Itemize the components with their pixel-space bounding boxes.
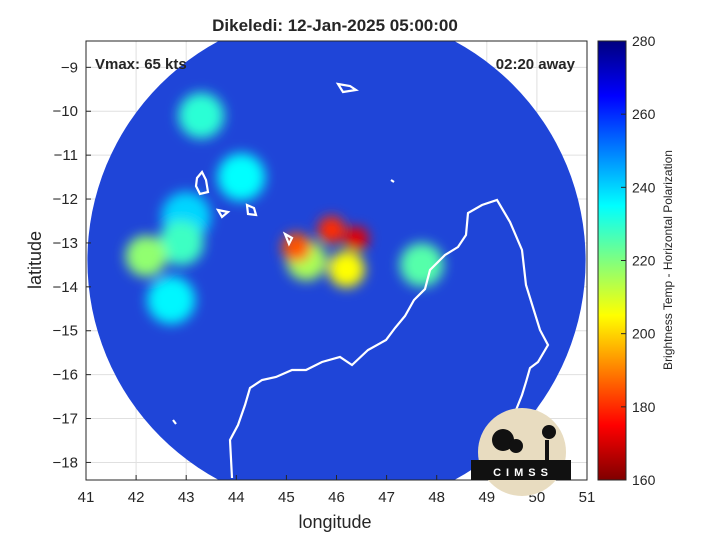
x-tick-label: 45 [278, 489, 295, 506]
x-tick-label: 47 [378, 489, 395, 506]
brightness-blob [344, 226, 369, 251]
x-tick-label: 44 [228, 489, 245, 506]
x-axis: 41 42 43 44 45 46 47 48 49 50 51 [78, 475, 596, 506]
cimss-logo: CIMSS [471, 408, 571, 496]
y-tick-label: −10 [53, 103, 78, 120]
brightness-field [125, 92, 444, 324]
coastline-comoros-4 [282, 231, 294, 247]
time-away-annotation: 02:20 away [496, 56, 576, 73]
coastline-comoros-1 [194, 170, 210, 196]
coastline-mayotte [335, 82, 359, 94]
x-tick-label: 41 [78, 489, 95, 506]
x-tick-label: 51 [579, 489, 596, 506]
x-tick-label: 49 [478, 489, 495, 506]
x-tick-label: 46 [328, 489, 345, 506]
coastline-madagascar [228, 198, 550, 479]
x-tick-label: 48 [428, 489, 445, 506]
y-tick-label: −16 [53, 367, 78, 384]
y-tick-label: −14 [53, 279, 78, 296]
colorbar-tick-label: 200 [632, 326, 656, 342]
colorbar-label: Brightness Temp - Horizontal Polarizatio… [661, 150, 675, 370]
brightness-blob [147, 276, 196, 324]
brightness-blob [328, 251, 365, 288]
x-axis-label: longitude [298, 512, 371, 532]
x-tick-label: 42 [128, 489, 145, 506]
brightness-blob [281, 232, 312, 262]
y-tick-label: −13 [53, 235, 78, 252]
coastline-comoros-2 [215, 208, 231, 219]
y-tick-label: −17 [53, 411, 78, 428]
y-tick-label: −9 [61, 59, 78, 76]
colorbar-tick-label: 160 [632, 472, 656, 488]
vmax-annotation: Vmax: 65 kts [95, 56, 187, 73]
y-axis-label: latitude [25, 231, 45, 289]
colorbar-ticks: 160 180 200 220 240 260 280 [621, 33, 656, 488]
colorbar-tick-label: 280 [632, 33, 656, 49]
y-tick-label: −15 [53, 323, 78, 340]
coastline-comoros-3 [245, 203, 258, 217]
coastline [172, 82, 550, 479]
brightness-blob [317, 216, 346, 244]
brightness-blob [178, 92, 225, 139]
coastline-islet-2 [172, 419, 177, 425]
brightness-blob [125, 235, 167, 277]
colorbar-tick-label: 260 [632, 106, 656, 122]
y-tick-label: −11 [54, 147, 78, 164]
y-axis: −18 −17 −16 −15 −14 −13 −12 −11 −10 −9 [53, 59, 91, 471]
brightness-blob [217, 153, 266, 201]
x-tick-label: 43 [178, 489, 195, 506]
coastline-islet [390, 179, 395, 183]
colorbar-tick-label: 240 [632, 179, 656, 195]
y-tick-label: −12 [53, 191, 78, 208]
colorbar-tick-label: 180 [632, 399, 656, 415]
brightness-blob [399, 242, 444, 287]
chart-title: Dikeledi: 12-Jan-2025 05:00:00 [212, 16, 458, 35]
colorbar-tick-label: 220 [632, 253, 656, 269]
cimss-logo-text: CIMSS [493, 467, 553, 479]
brightness-blob [158, 220, 204, 266]
y-tick-label: −18 [53, 454, 78, 471]
